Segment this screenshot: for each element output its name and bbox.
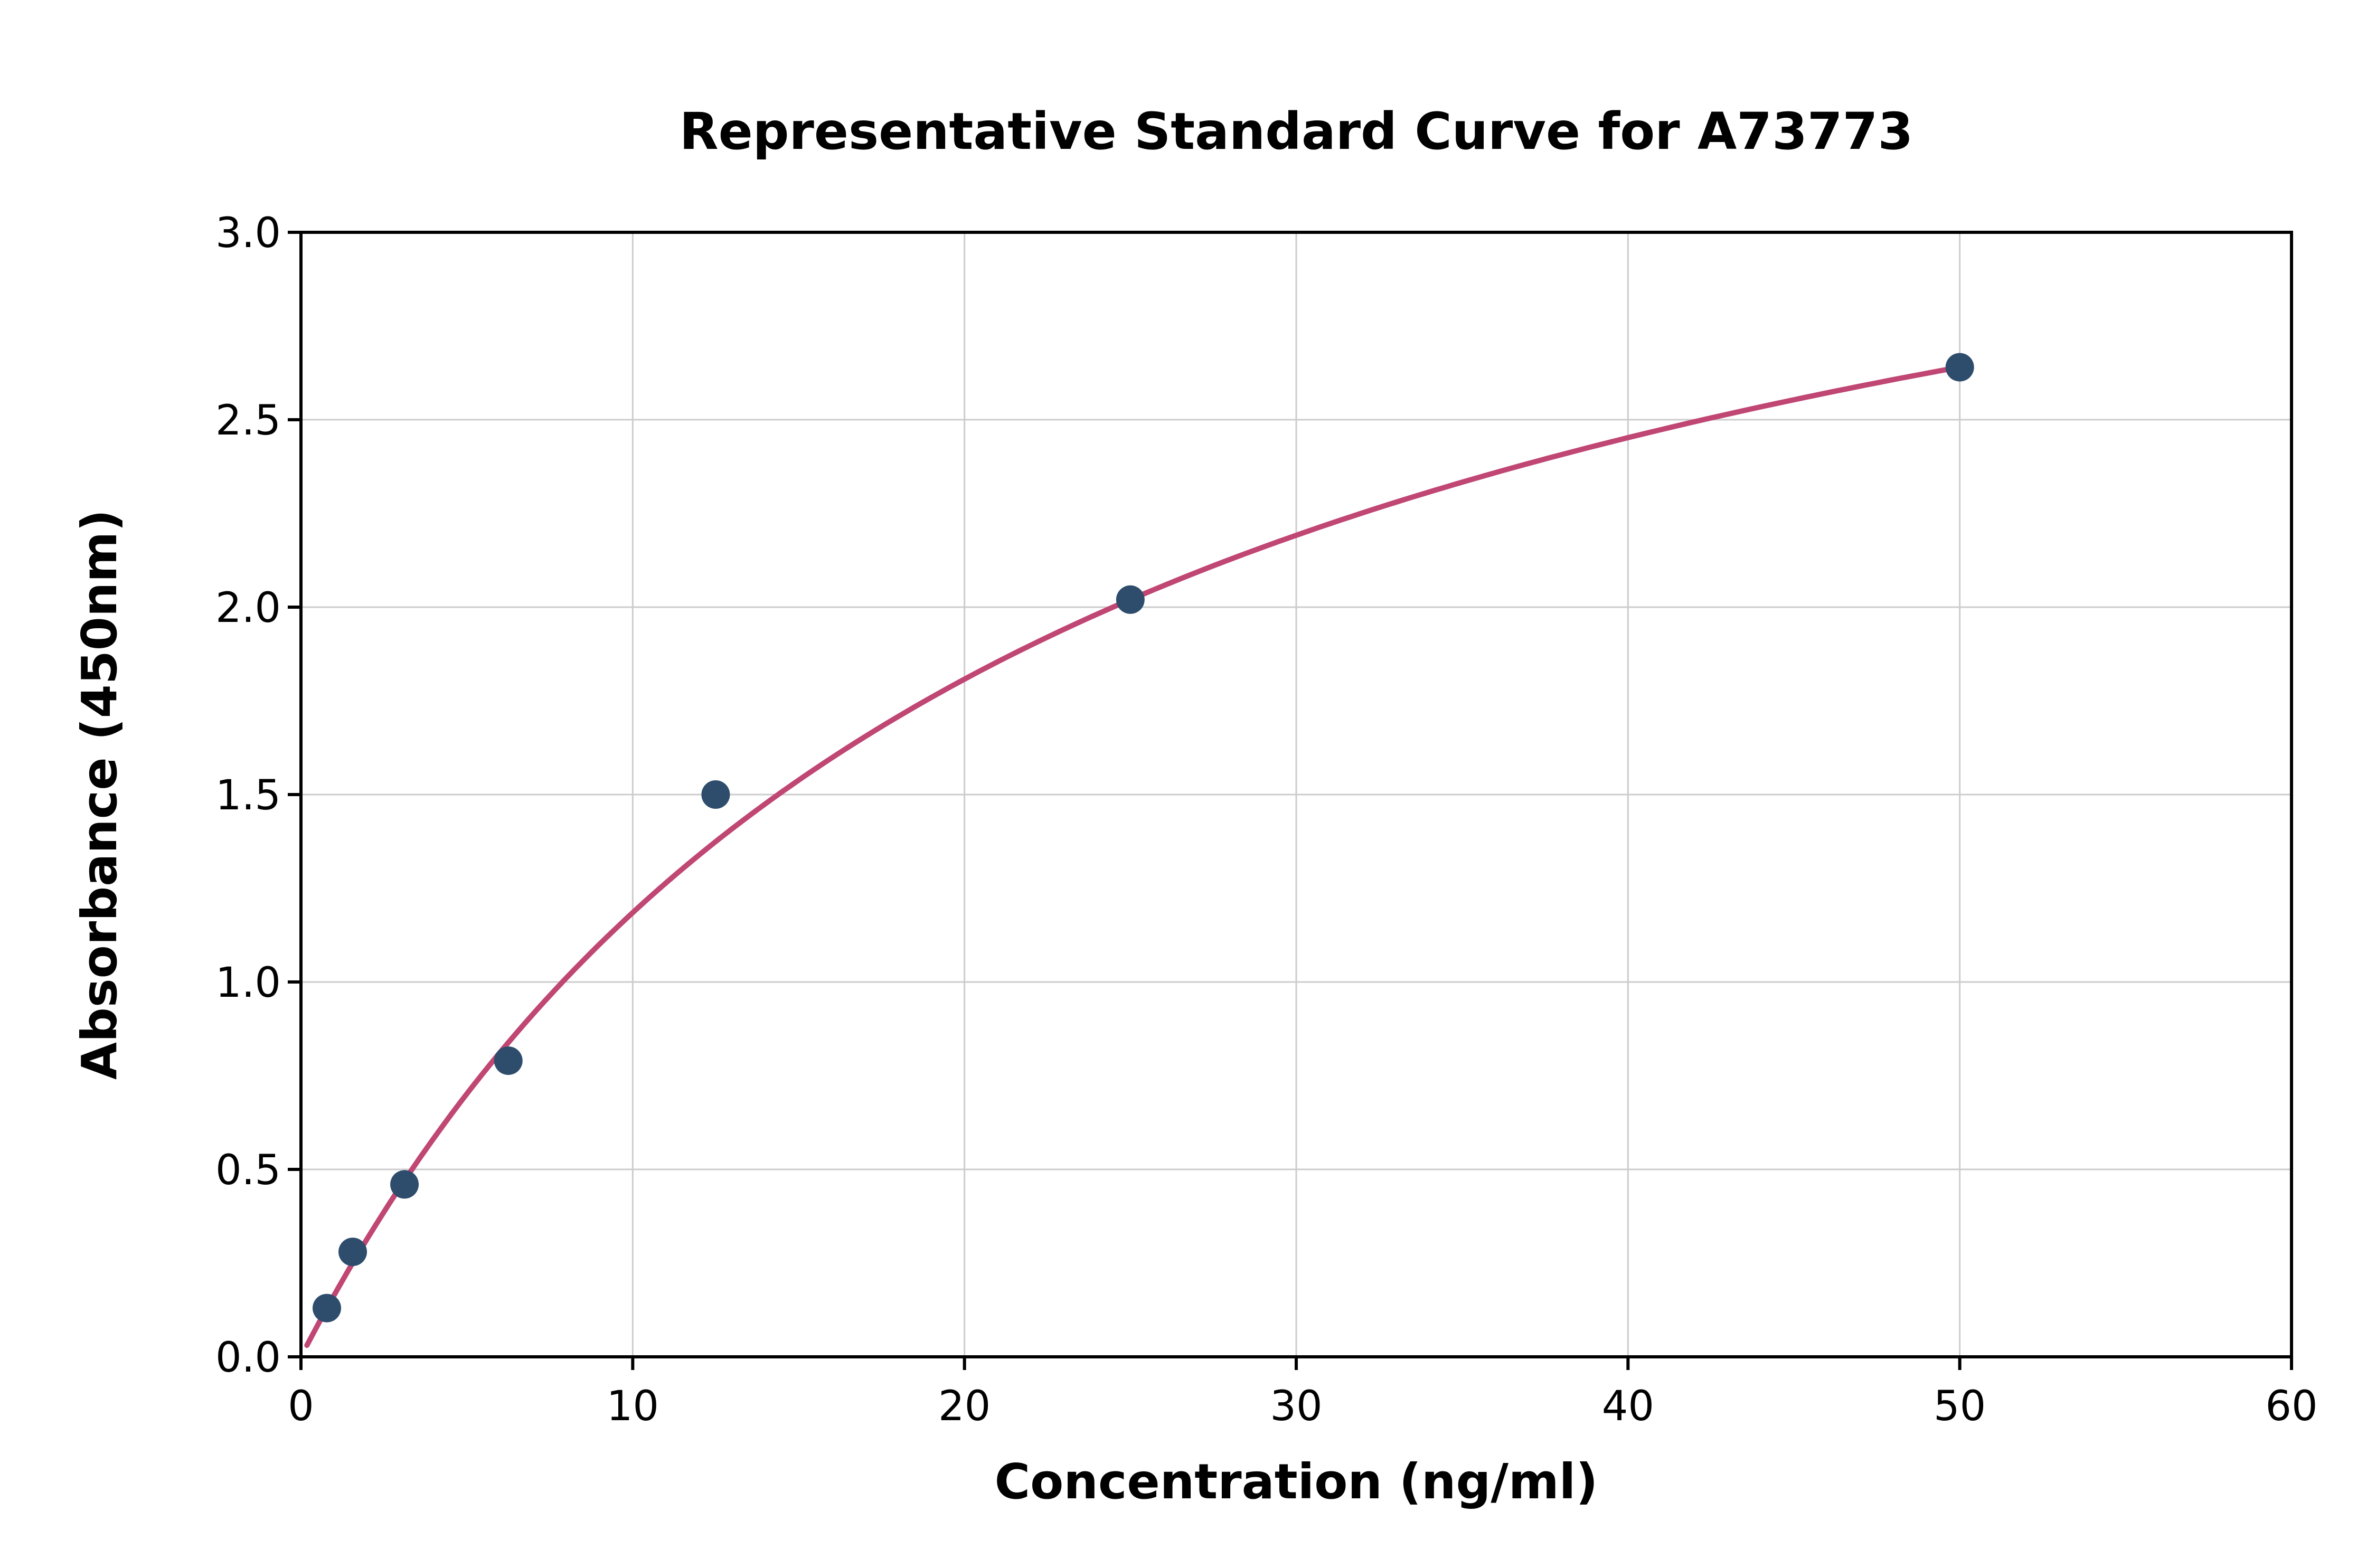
y-tick-label: 0.0 <box>215 1334 281 1382</box>
data-point <box>1945 353 1974 382</box>
grid-lines <box>300 231 2293 1358</box>
x-tick-label: 10 <box>607 1383 659 1430</box>
y-tick-label: 2.0 <box>215 584 281 632</box>
y-tick-label: 3.0 <box>215 210 281 257</box>
fit-curve <box>304 364 1963 1348</box>
x-tick-label: 50 <box>1934 1383 1986 1430</box>
plot-border <box>299 231 2293 1358</box>
x-tick-label: 30 <box>1270 1383 1322 1430</box>
chart-title: Representative Standard Curve for A73773 <box>680 102 1913 161</box>
axis-ticks <box>288 231 2293 1370</box>
y-tick-label: 0.5 <box>215 1147 281 1194</box>
data-point <box>701 780 730 809</box>
y-tick-label: 1.0 <box>215 959 281 1007</box>
data-point <box>390 1170 419 1199</box>
x-tick-label: 60 <box>2265 1383 2317 1430</box>
y-tick-label: 2.5 <box>215 397 281 445</box>
data-point <box>338 1238 367 1267</box>
data-point <box>494 1046 523 1075</box>
fit-curve-path <box>304 364 1963 1348</box>
data-point <box>313 1293 342 1323</box>
y-tick-label: 1.5 <box>215 772 281 819</box>
tick-labels: 0 10 20 30 40 50 60 0.0 0.5 1.0 1.5 2.0 2.5 3.0 <box>215 210 2318 1430</box>
x-tick-label: 0 <box>288 1383 314 1430</box>
data-points <box>313 353 1974 1323</box>
y-axis-label: Absorbance (450nm) <box>71 509 128 1080</box>
x-tick-label: 20 <box>938 1383 991 1430</box>
x-axis-label: Concentration (ng/ml) <box>995 1453 1598 1510</box>
data-point <box>1116 585 1145 614</box>
x-tick-label: 40 <box>1602 1383 1654 1430</box>
